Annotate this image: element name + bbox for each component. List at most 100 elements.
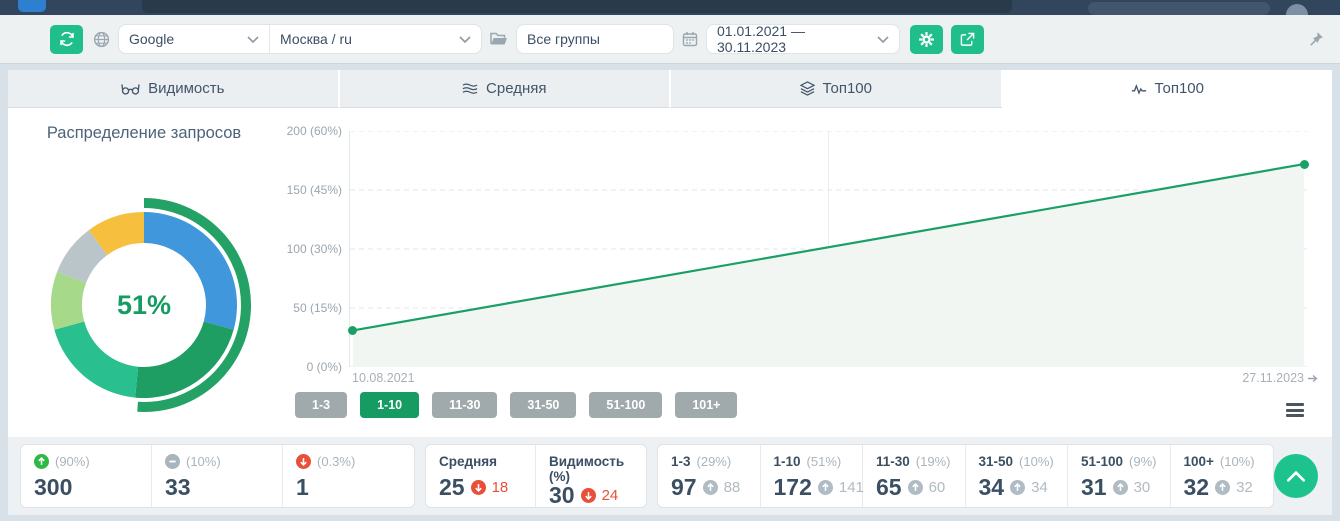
data-point-start[interactable] xyxy=(348,325,358,335)
arrow-up-circle-icon xyxy=(1010,480,1026,495)
tab-waves[interactable]: Средняя xyxy=(339,70,671,108)
range-button-51-100[interactable]: 51-100 xyxy=(589,392,663,418)
donut-segment-31-50[interactable] xyxy=(50,271,87,330)
range-button-1-10[interactable]: 1-10 xyxy=(360,392,420,418)
pin-icon[interactable] xyxy=(1308,31,1324,47)
stat-delta: 24 xyxy=(601,487,619,504)
donut-segment-51-100[interactable] xyxy=(57,230,108,283)
stat-card-group: 1-3 (29%) 97 88 1-10 (51%) 172 141 11-30 (19%) 65 6… xyxy=(657,444,1274,508)
tab-label: Топ100 xyxy=(822,80,872,97)
range-button-11-30[interactable]: 11-30 xyxy=(432,392,498,418)
stat-delta: 141 xyxy=(838,479,864,496)
arrow-up-circle-icon xyxy=(907,480,923,495)
stat-title: 1-3 xyxy=(671,454,691,469)
search-engine-select[interactable]: Google xyxy=(119,25,269,53)
stat-value: 172 xyxy=(773,474,812,500)
stat-value: 65 xyxy=(876,474,902,500)
donut-chart[interactable]: 51% xyxy=(28,189,260,421)
stat-delta: 60 xyxy=(928,479,946,496)
donut-panel: Распределение запросов 51% xyxy=(8,108,280,437)
line-chart-panel: 200 (60%) 150 (45%) 100 (30%) 50 (15%) 0 (0%… xyxy=(280,108,1332,437)
calendar-icon[interactable] xyxy=(682,31,698,47)
donut-title: Распределение запросов xyxy=(46,124,242,142)
stat-percent-label: (10%) xyxy=(1019,454,1054,469)
stat-value: 32 xyxy=(1183,474,1210,500)
stat-cell: (10%) 33 xyxy=(152,445,283,507)
gear-icon xyxy=(918,31,935,48)
chevron-down-icon xyxy=(877,35,889,43)
settings-button[interactable] xyxy=(910,24,943,54)
scroll-top-button[interactable] xyxy=(1274,454,1318,498)
stats-bar: (90%) 300 (10%) 33 (0.3%) 1 Средняя 25 18 Видимос… xyxy=(8,437,1332,515)
tabs-row: Видимость Средняя Топ100 Топ100 xyxy=(8,70,1332,108)
region-value: Москва / ru xyxy=(280,31,352,47)
search-engine-value: Google xyxy=(129,31,175,47)
y-tick: 0 (0%) xyxy=(306,360,342,374)
globe-icon[interactable] xyxy=(93,31,110,48)
range-button-101+[interactable]: 101+ xyxy=(675,392,738,418)
data-point-end[interactable] xyxy=(1299,159,1309,169)
chevron-up-icon xyxy=(1286,470,1306,482)
stat-percent-label: (19%) xyxy=(915,454,951,469)
folder-open-icon[interactable] xyxy=(490,32,508,46)
stat-percent-label: (90%) xyxy=(55,454,90,469)
arrow-up-circle-icon xyxy=(1112,480,1128,495)
donut-segment-1-3[interactable] xyxy=(144,212,237,330)
stat-delta: 88 xyxy=(723,479,741,496)
tab-pulse[interactable]: Топ100 xyxy=(1002,70,1332,108)
chart-menu-icon[interactable] xyxy=(1286,403,1304,420)
stat-cell: 31-50 (10%) 34 34 xyxy=(966,445,1068,507)
stat-card-group: Средняя 25 18 Видимость (%) 30 24 xyxy=(425,444,647,508)
donut-segment-101+[interactable] xyxy=(88,212,144,256)
tab-layers[interactable]: Топ100 xyxy=(671,70,1003,108)
stat-title: 11-30 xyxy=(876,454,910,469)
stat-value: 34 xyxy=(978,474,1005,500)
range-button-31-50[interactable]: 31-50 xyxy=(510,392,577,418)
pulse-icon xyxy=(1131,83,1147,95)
glasses-icon xyxy=(121,82,140,96)
donut-segment-11-30[interactable] xyxy=(54,321,139,398)
stat-title: Видимость (%) xyxy=(549,454,625,484)
waves-icon xyxy=(462,82,478,95)
y-tick: 200 (60%) xyxy=(286,124,342,138)
refresh-button[interactable] xyxy=(50,24,83,54)
arrow-down-circle-icon xyxy=(580,488,596,503)
content: Распределение запросов 51% 200 (60%) 150 … xyxy=(8,108,1332,437)
y-tick: 50 (15%) xyxy=(293,301,342,315)
stat-percent-label: (10%) xyxy=(1219,454,1255,469)
range-button-1-3[interactable]: 1-3 xyxy=(295,392,348,418)
region-select[interactable]: Москва / ru xyxy=(269,25,481,53)
stat-cell: 11-30 (19%) 65 60 xyxy=(863,445,966,507)
browser-tab-shape xyxy=(142,0,1012,13)
export-button[interactable] xyxy=(951,24,984,54)
layers-icon xyxy=(799,81,815,96)
browser-omnibox-shape xyxy=(1088,2,1270,15)
stat-title: 100+ xyxy=(1183,454,1214,469)
chevron-down-icon xyxy=(247,35,259,43)
series-line-1-10 xyxy=(353,164,1304,330)
chevron-down-icon xyxy=(459,35,471,43)
stat-card-group: (90%) 300 (10%) 33 (0.3%) 1 xyxy=(20,444,415,508)
line-chart-plot[interactable] xyxy=(348,131,1309,367)
arrow-up-circle-icon xyxy=(34,454,49,469)
stat-percent-label: (0.3%) xyxy=(317,454,356,469)
x-axis-start-label: 10.08.2021 xyxy=(352,371,415,385)
stat-delta: 32 xyxy=(1236,479,1253,496)
tab-label: Средняя xyxy=(486,80,547,97)
donut-segment-4-10[interactable] xyxy=(135,321,234,398)
stat-cell: (90%) 300 xyxy=(21,445,152,507)
stat-title: Средняя xyxy=(439,454,497,469)
date-range-select[interactable]: 01.01.2021 — 30.11.2023 xyxy=(707,23,899,55)
stat-percent-label: (51%) xyxy=(806,454,842,469)
main-panel: Видимость Средняя Топ100 Топ100 Распределен… xyxy=(8,70,1332,437)
tab-label: Видимость xyxy=(148,80,225,97)
groups-input[interactable] xyxy=(516,24,674,54)
stat-value: 300 xyxy=(34,474,73,500)
y-tick: 100 (30%) xyxy=(286,242,342,256)
tab-glasses[interactable]: Видимость xyxy=(8,70,340,108)
stat-title: 51-100 xyxy=(1081,454,1124,469)
arrow-down-circle-icon xyxy=(470,480,486,495)
stat-title: 1-10 xyxy=(773,454,801,469)
stat-value: 31 xyxy=(1081,474,1107,500)
stat-title: 31-50 xyxy=(978,454,1014,469)
